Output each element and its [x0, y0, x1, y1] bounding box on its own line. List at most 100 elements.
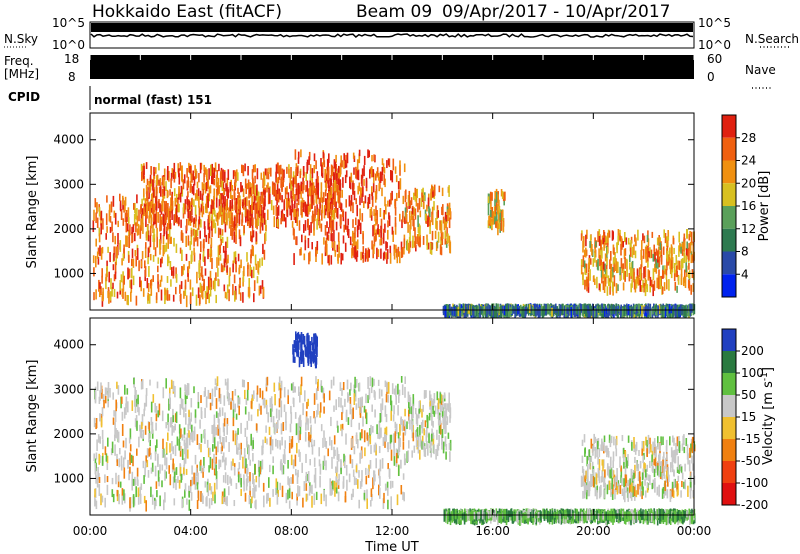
scatter-cell: [353, 183, 355, 190]
scatter-cell: [147, 470, 150, 478]
scatter-cell: [495, 192, 498, 203]
scatter-cell: [114, 235, 116, 245]
scatter-cell: [327, 175, 330, 182]
scatter-cell: [652, 253, 655, 262]
scatter-cell: [104, 446, 107, 455]
scatter-cell: [359, 187, 362, 198]
scatter-cell: [429, 220, 431, 227]
scatter-cell: [623, 306, 625, 317]
scatter-cell: [494, 198, 496, 207]
scatter-cell: [341, 253, 344, 261]
scatter-cell: [212, 444, 214, 452]
scatter-cell: [262, 207, 265, 219]
scatter-cell: [330, 203, 333, 216]
scatter-cell: [133, 203, 135, 210]
scatter-cell: [131, 258, 133, 267]
scatter-cell: [194, 169, 197, 180]
scatter-cell: [264, 190, 266, 198]
scatter-cell: [197, 401, 200, 409]
scatter-cell: [223, 201, 226, 210]
scatter-cell: [156, 175, 159, 186]
scatter-cell: [332, 172, 335, 181]
scatter-cell: [309, 174, 312, 181]
scatter-cell: [145, 185, 148, 195]
scatter-cell: [363, 155, 366, 166]
scatter-cell: [211, 219, 214, 229]
scatter-cell: [324, 189, 327, 197]
scatter-cell: [174, 386, 176, 398]
scatter-cell: [209, 270, 212, 283]
scatter-cell: [445, 240, 448, 248]
scatter-cell: [246, 389, 249, 401]
scatter-cell: [213, 167, 216, 179]
freq-tick-low: 8: [68, 70, 76, 84]
scatter-cell: [140, 260, 143, 268]
scatter-cell: [643, 283, 645, 293]
scatter-cell: [355, 217, 357, 226]
scatter-cell: [337, 178, 340, 185]
scatter-cell: [276, 207, 279, 218]
scatter-cell: [203, 279, 205, 291]
scatter-cell: [167, 208, 170, 215]
scatter-cell: [235, 436, 238, 447]
scatter-cell: [369, 460, 372, 469]
scatter-cell: [380, 427, 382, 438]
scatter-cell: [426, 238, 429, 250]
scatter-cell: [610, 264, 612, 276]
scatter-cell: [646, 234, 649, 243]
scatter-cell: [242, 199, 244, 206]
scatter-cell: [502, 192, 505, 202]
scatter-cell: [147, 247, 150, 258]
scatter-cell: [361, 252, 364, 259]
scatter-cell: [214, 222, 217, 234]
scatter-cell: [373, 236, 376, 247]
scatter-cell: [226, 496, 228, 507]
scatter-cell: [393, 440, 395, 448]
scatter-cell: [595, 473, 598, 485]
scatter-cell: [316, 241, 319, 251]
scatter-cell: [172, 380, 175, 392]
scatter-cell: [238, 192, 240, 199]
scatter-cell: [616, 262, 618, 274]
scatter-cell: [236, 169, 238, 177]
scatter-cell: [680, 490, 682, 498]
scatter-cell: [607, 232, 609, 245]
scatter-cell: [182, 179, 185, 190]
scatter-cell: [370, 207, 373, 216]
scatter-cell: [209, 287, 212, 297]
scatter-cell: [202, 206, 205, 215]
scatter-cell: [623, 491, 625, 500]
scatter-cell: [164, 245, 166, 253]
scatter-cell: [282, 454, 285, 463]
scatter-cell: [209, 185, 212, 194]
scatter-cell: [294, 175, 296, 185]
scatter-cell: [247, 179, 250, 190]
scatter-cell: [327, 255, 329, 264]
scatter-cell: [260, 172, 263, 180]
scatter-cell: [408, 440, 410, 449]
scatter-cell: [299, 426, 302, 435]
scatter-cell: [305, 471, 308, 482]
scatter-cell: [565, 305, 567, 318]
scatter-cell: [497, 303, 499, 314]
scatter-cell: [155, 481, 158, 489]
scatter-cell: [679, 464, 682, 472]
scatter-cell: [246, 464, 248, 474]
scatter-cell: [215, 411, 218, 418]
scatter-cell: [330, 233, 332, 241]
scatter-cell: [469, 305, 471, 314]
scatter-cell: [123, 407, 126, 419]
scatter-cell: [201, 493, 204, 502]
scatter-cell: [330, 416, 332, 427]
scatter-cell: [423, 446, 426, 457]
scatter-cell: [157, 410, 160, 418]
scatter-cell: [295, 346, 298, 354]
scatter-cell: [304, 344, 307, 355]
scatter-cell: [670, 462, 672, 473]
scatter-cell: [310, 194, 313, 202]
scatter-cell: [309, 204, 311, 212]
scatter-cell: [246, 436, 248, 446]
scatter-cell: [667, 230, 669, 237]
scatter-cell: [323, 209, 326, 219]
scatter-cell: [187, 449, 189, 459]
